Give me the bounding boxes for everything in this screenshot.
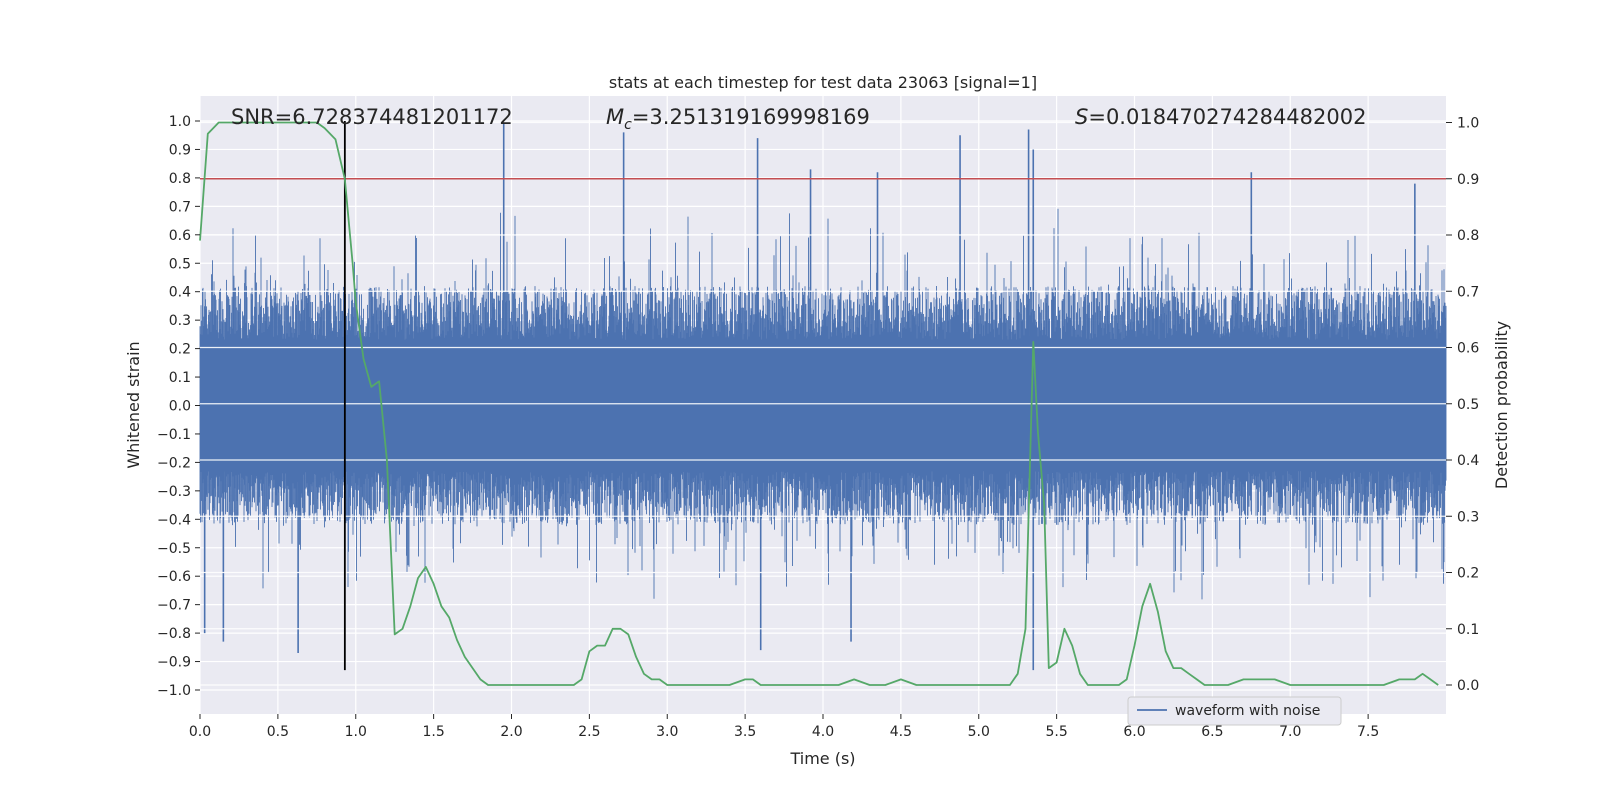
tick-label-left-19: −0.9 [157,655,191,671]
tick-label-right-6: 0.4 [1457,453,1479,469]
chirp-mass-subscript: c [624,117,632,133]
tick-label-left-14: −0.4 [157,512,191,528]
tick-label-right-5: 0.5 [1457,397,1479,413]
chart-title: stats at each timestep for test data 230… [609,73,1037,92]
chirp-mass-value: =3.251319169998169 [632,105,870,129]
tick-label-x-14: 7.0 [1279,724,1301,740]
tick-label-left-15: −0.5 [157,541,191,557]
tick-label-right-3: 0.7 [1457,284,1479,300]
s-value: =0.018470274284482002 [1088,105,1366,129]
tick-label-left-3: 0.7 [169,199,191,215]
tick-label-left-1: 0.9 [169,142,191,158]
waveform-series [199,123,1447,671]
legend-box [1127,696,1342,726]
tick-label-left-16: −0.6 [157,569,191,585]
tick-label-x-9: 4.5 [890,724,912,740]
tick-label-left-17: −0.7 [157,598,191,614]
tick-label-x-0: 0.0 [189,724,211,740]
left-axis-ticks: 1.0 0.9 0.8 0.7 0.6 0.5 0.4 0.3 0.2 0.1 0.0 −0.1 −0.… [157,114,200,699]
tick-label-left-18: −0.8 [157,626,191,642]
right-axis-ticks: 1.0 0.9 0.8 0.7 0.6 0.5 0.4 0.3 0.2 0.1 0.0 [1446,116,1479,694]
s-symbol: S [1075,105,1088,129]
tick-label-left-5: 0.5 [169,256,191,272]
tick-label-left-8: 0.2 [169,342,191,358]
tick-label-left-7: 0.3 [169,313,191,329]
tick-label-x-4: 2.0 [500,724,522,740]
tick-label-left-2: 0.8 [169,171,191,187]
tick-label-x-8: 4.0 [812,724,834,740]
tick-label-left-13: −0.3 [157,484,191,500]
tick-label-left-10: 0.0 [169,399,191,415]
tick-label-x-11: 5.5 [1045,724,1067,740]
s-annotation: S=0.018470274284482002 [1075,105,1366,129]
legend-label-waveform: waveform with noise [1175,703,1320,719]
tick-label-right-8: 0.2 [1457,566,1479,582]
detection-probability-series [199,121,1439,686]
tick-label-right-1: 0.9 [1457,172,1479,188]
y-axis-label-right: Detection probability [1492,321,1511,489]
tick-label-left-6: 0.4 [169,285,191,301]
tick-label-right-10: 0.0 [1457,678,1479,694]
tick-label-x-1: 0.5 [267,724,289,740]
tick-label-x-13: 6.5 [1201,724,1223,740]
tick-label-x-10: 5.0 [968,724,990,740]
y-axis-label-left: Whitened strain [124,341,143,468]
tick-label-left-20: −1.0 [157,683,191,699]
tick-label-x-2: 1.0 [345,724,367,740]
tick-label-x-6: 3.0 [656,724,678,740]
legend: waveform with noise [1127,696,1342,726]
tick-label-right-2: 0.8 [1457,228,1479,244]
tick-label-right-7: 0.3 [1457,509,1479,525]
tick-label-left-12: −0.2 [157,455,191,471]
snr-annotation: SNR=6.728374481201172 [231,105,513,129]
tick-label-right-9: 0.1 [1457,622,1479,638]
tick-label-left-9: 0.1 [169,370,191,386]
x-axis-label: Time (s) [789,749,855,768]
chirp-mass-symbol: M [606,105,624,129]
tick-label-x-15: 7.5 [1357,724,1379,740]
detection-probability-line [199,121,1439,686]
tick-label-right-4: 0.6 [1457,341,1479,357]
tick-label-x-3: 1.5 [422,724,444,740]
chirp-mass-annotation: Mc=3.251319169998169 [606,105,870,133]
tick-label-x-5: 2.5 [578,724,600,740]
tick-label-right-0: 1.0 [1457,116,1479,132]
tick-label-x-12: 6.0 [1123,724,1145,740]
tick-label-left-11: −0.1 [157,427,191,443]
tick-label-x-7: 3.5 [734,724,756,740]
overlays [200,121,1446,686]
tick-label-left-4: 0.6 [169,228,191,244]
tick-label-left-0: 1.0 [169,114,191,130]
